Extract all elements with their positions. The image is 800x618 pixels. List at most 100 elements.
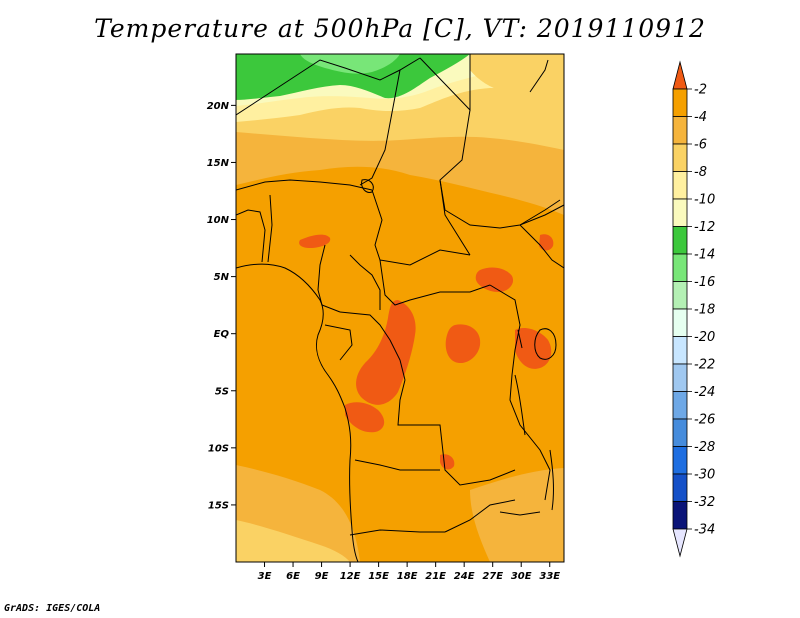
colorbar-label-14: -30 xyxy=(694,468,715,483)
zambezi-river xyxy=(499,511,541,516)
lat-tick-label-2: 10N xyxy=(207,215,230,226)
border-nigeria-cameroon xyxy=(317,244,341,313)
lat-tick-label-1: 15N xyxy=(207,158,230,169)
lake-chad xyxy=(361,179,374,193)
lake-tanganyika xyxy=(514,374,526,436)
lat-tick-label-0: 20N xyxy=(207,101,230,112)
border-drc-south xyxy=(397,379,516,486)
border-sudan xyxy=(439,109,564,229)
colorbar-label-16: -34 xyxy=(694,523,715,538)
lake-albert xyxy=(517,329,523,349)
border-algeria-niger xyxy=(236,57,421,116)
lon-tick-label-5: 18E xyxy=(397,571,418,582)
colorbar-label-11: -24 xyxy=(694,385,715,400)
field-band-minus2-east xyxy=(445,324,481,364)
colorbar-swatch-11 xyxy=(672,391,688,420)
field-band-minus16-north xyxy=(300,54,400,74)
coastline-west xyxy=(236,263,359,562)
lake-malawi xyxy=(549,449,554,511)
colorbar: -2 -4 -6 -8 -10 -12 -14 -16 -18 -20 -22 -24 -26 -28 -3… xyxy=(672,60,715,558)
colorbar-label-13: -28 xyxy=(694,440,715,455)
colorbar-label-15: -32 xyxy=(694,495,715,510)
border-ghana xyxy=(236,209,266,263)
lon-tick-label-0: 3E xyxy=(258,571,272,582)
field-band-minus2-south xyxy=(345,402,385,433)
border-namibia xyxy=(349,529,445,536)
colorbar-label-9: -20 xyxy=(694,330,715,345)
temperature-field xyxy=(236,54,564,562)
latitude-axis: 20N 15N 10N 5N EQ 5S 10S 15S xyxy=(207,101,236,511)
lat-tick-label-7: 15S xyxy=(208,500,229,511)
plot-frame xyxy=(235,53,565,563)
border-red-sea xyxy=(529,59,549,93)
lat-tick-label-6: 10S xyxy=(208,443,229,454)
colorbar-bottom-arrow xyxy=(672,528,688,558)
lon-tick-label-9: 30E xyxy=(511,571,532,582)
border-cameroon-east xyxy=(349,254,381,310)
field-band-minus2-west xyxy=(299,234,331,248)
border-gabon xyxy=(324,324,353,361)
colorbar-label-7: -16 xyxy=(694,275,715,290)
border-drc-east xyxy=(489,284,551,501)
colorbar-swatch-8 xyxy=(672,308,688,337)
field-band-minus8-southwest xyxy=(236,520,350,562)
border-niger-nigeria xyxy=(236,179,373,191)
field-band-minus2-northeast xyxy=(475,267,514,292)
lon-tick-label-1: 6E xyxy=(286,571,300,582)
colorbar-label-4: -10 xyxy=(694,193,715,208)
lon-tick-label-7: 24E xyxy=(454,571,475,582)
border-car-south xyxy=(379,259,491,306)
lon-tick-label-2: 9E xyxy=(315,571,329,582)
country-borders xyxy=(236,54,564,562)
colorbar-label-6: -14 xyxy=(694,248,715,263)
colorbar-swatch-0 xyxy=(672,88,688,117)
border-angola xyxy=(354,459,440,471)
field-band-minus14-north xyxy=(236,54,470,100)
colorbar-label-8: -18 xyxy=(694,303,715,318)
border-sudan-chad xyxy=(439,179,471,256)
border-east-africa xyxy=(519,199,561,226)
border-nigeria-benin xyxy=(267,194,273,263)
colorbar-label-5: -12 xyxy=(694,220,715,235)
lat-tick-label-5: 5S xyxy=(215,386,229,397)
border-congo xyxy=(339,311,406,381)
lat-tick-label-3: 5N xyxy=(214,272,230,283)
lon-tick-label-3: 12E xyxy=(340,571,361,582)
colorbar-swatch-6 xyxy=(672,253,688,282)
lon-tick-label-10: 33E xyxy=(539,571,560,582)
colorbar-swatch-5 xyxy=(672,226,688,255)
colorbar-swatch-7 xyxy=(672,281,688,310)
lon-tick-label-8: 27E xyxy=(482,571,503,582)
field-band-minus8-northeast xyxy=(470,54,564,110)
colorbar-swatch-1 xyxy=(672,116,688,145)
colorbar-swatch-2 xyxy=(672,143,688,172)
border-chad-north xyxy=(359,69,401,186)
colorbar-label-12: -26 xyxy=(694,413,715,428)
grads-credit: GrADS: IGES/COLA xyxy=(4,603,101,614)
lon-tick-label-4: 15E xyxy=(368,571,389,582)
colorbar-label-1: -4 xyxy=(694,110,707,125)
colorbar-swatch-12 xyxy=(672,418,688,447)
map-title: Temperature at 500hPa [C], VT: 201911091… xyxy=(94,14,706,43)
colorbar-swatch-15 xyxy=(672,501,688,530)
colorbar-label-2: -6 xyxy=(694,138,707,153)
colorbar-label-0: -2 xyxy=(694,83,707,98)
colorbar-top-arrow xyxy=(672,60,688,90)
colorbar-swatch-13 xyxy=(672,446,688,475)
colorbar-swatch-9 xyxy=(672,336,688,365)
lake-victoria xyxy=(534,328,557,360)
colorbar-label-3: -8 xyxy=(694,165,707,180)
colorbar-swatch-14 xyxy=(672,473,688,502)
border-ethiopia xyxy=(519,224,564,269)
lat-tick-label-4: EQ xyxy=(214,329,230,340)
longitude-axis: 3E 6E 9E 12E 15E 18E 21E 24E 27E 30E 33E xyxy=(258,562,560,582)
field-band-minus2-small xyxy=(539,234,554,251)
colorbar-swatch-3 xyxy=(672,171,688,200)
colorbar-swatch-4 xyxy=(672,198,688,227)
colorbar-swatch-10 xyxy=(672,363,688,392)
colorbar-label-10: -22 xyxy=(694,358,715,373)
border-zambia xyxy=(444,499,516,533)
field-band-minus2-congo xyxy=(356,300,416,405)
lon-tick-label-6: 21E xyxy=(425,571,446,582)
